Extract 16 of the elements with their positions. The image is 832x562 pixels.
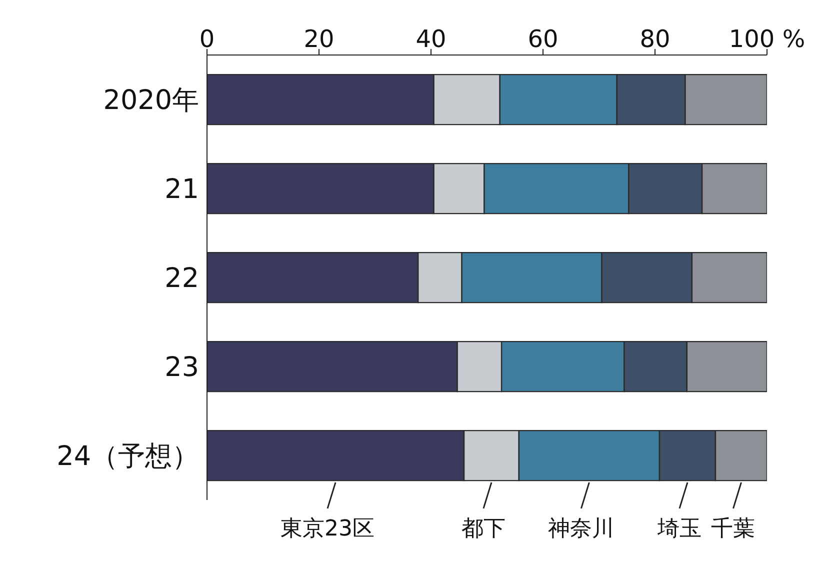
- x-tick-label: 20: [304, 25, 334, 53]
- y-tick-label: 24（予想）: [56, 441, 199, 472]
- y-tick-label: 2020年: [103, 85, 199, 116]
- x-tick-label: 40: [416, 25, 446, 53]
- x-tick-label: 0: [199, 25, 215, 53]
- x-tick-label: 100 %: [728, 25, 806, 53]
- legend-label: 埼玉: [656, 516, 702, 542]
- y-tick-label: 22: [164, 263, 199, 294]
- legend-label: 東京23区: [280, 516, 375, 542]
- y-tick-label: 21: [164, 174, 199, 206]
- legend-label: 神奈川: [548, 516, 614, 542]
- legend-label: 千葉: [711, 516, 756, 542]
- y-tick-label: 23: [164, 352, 199, 384]
- legend-label: 都下: [461, 516, 506, 542]
- x-tick-label: 60: [528, 25, 558, 53]
- x-tick-label: 80: [640, 25, 670, 53]
